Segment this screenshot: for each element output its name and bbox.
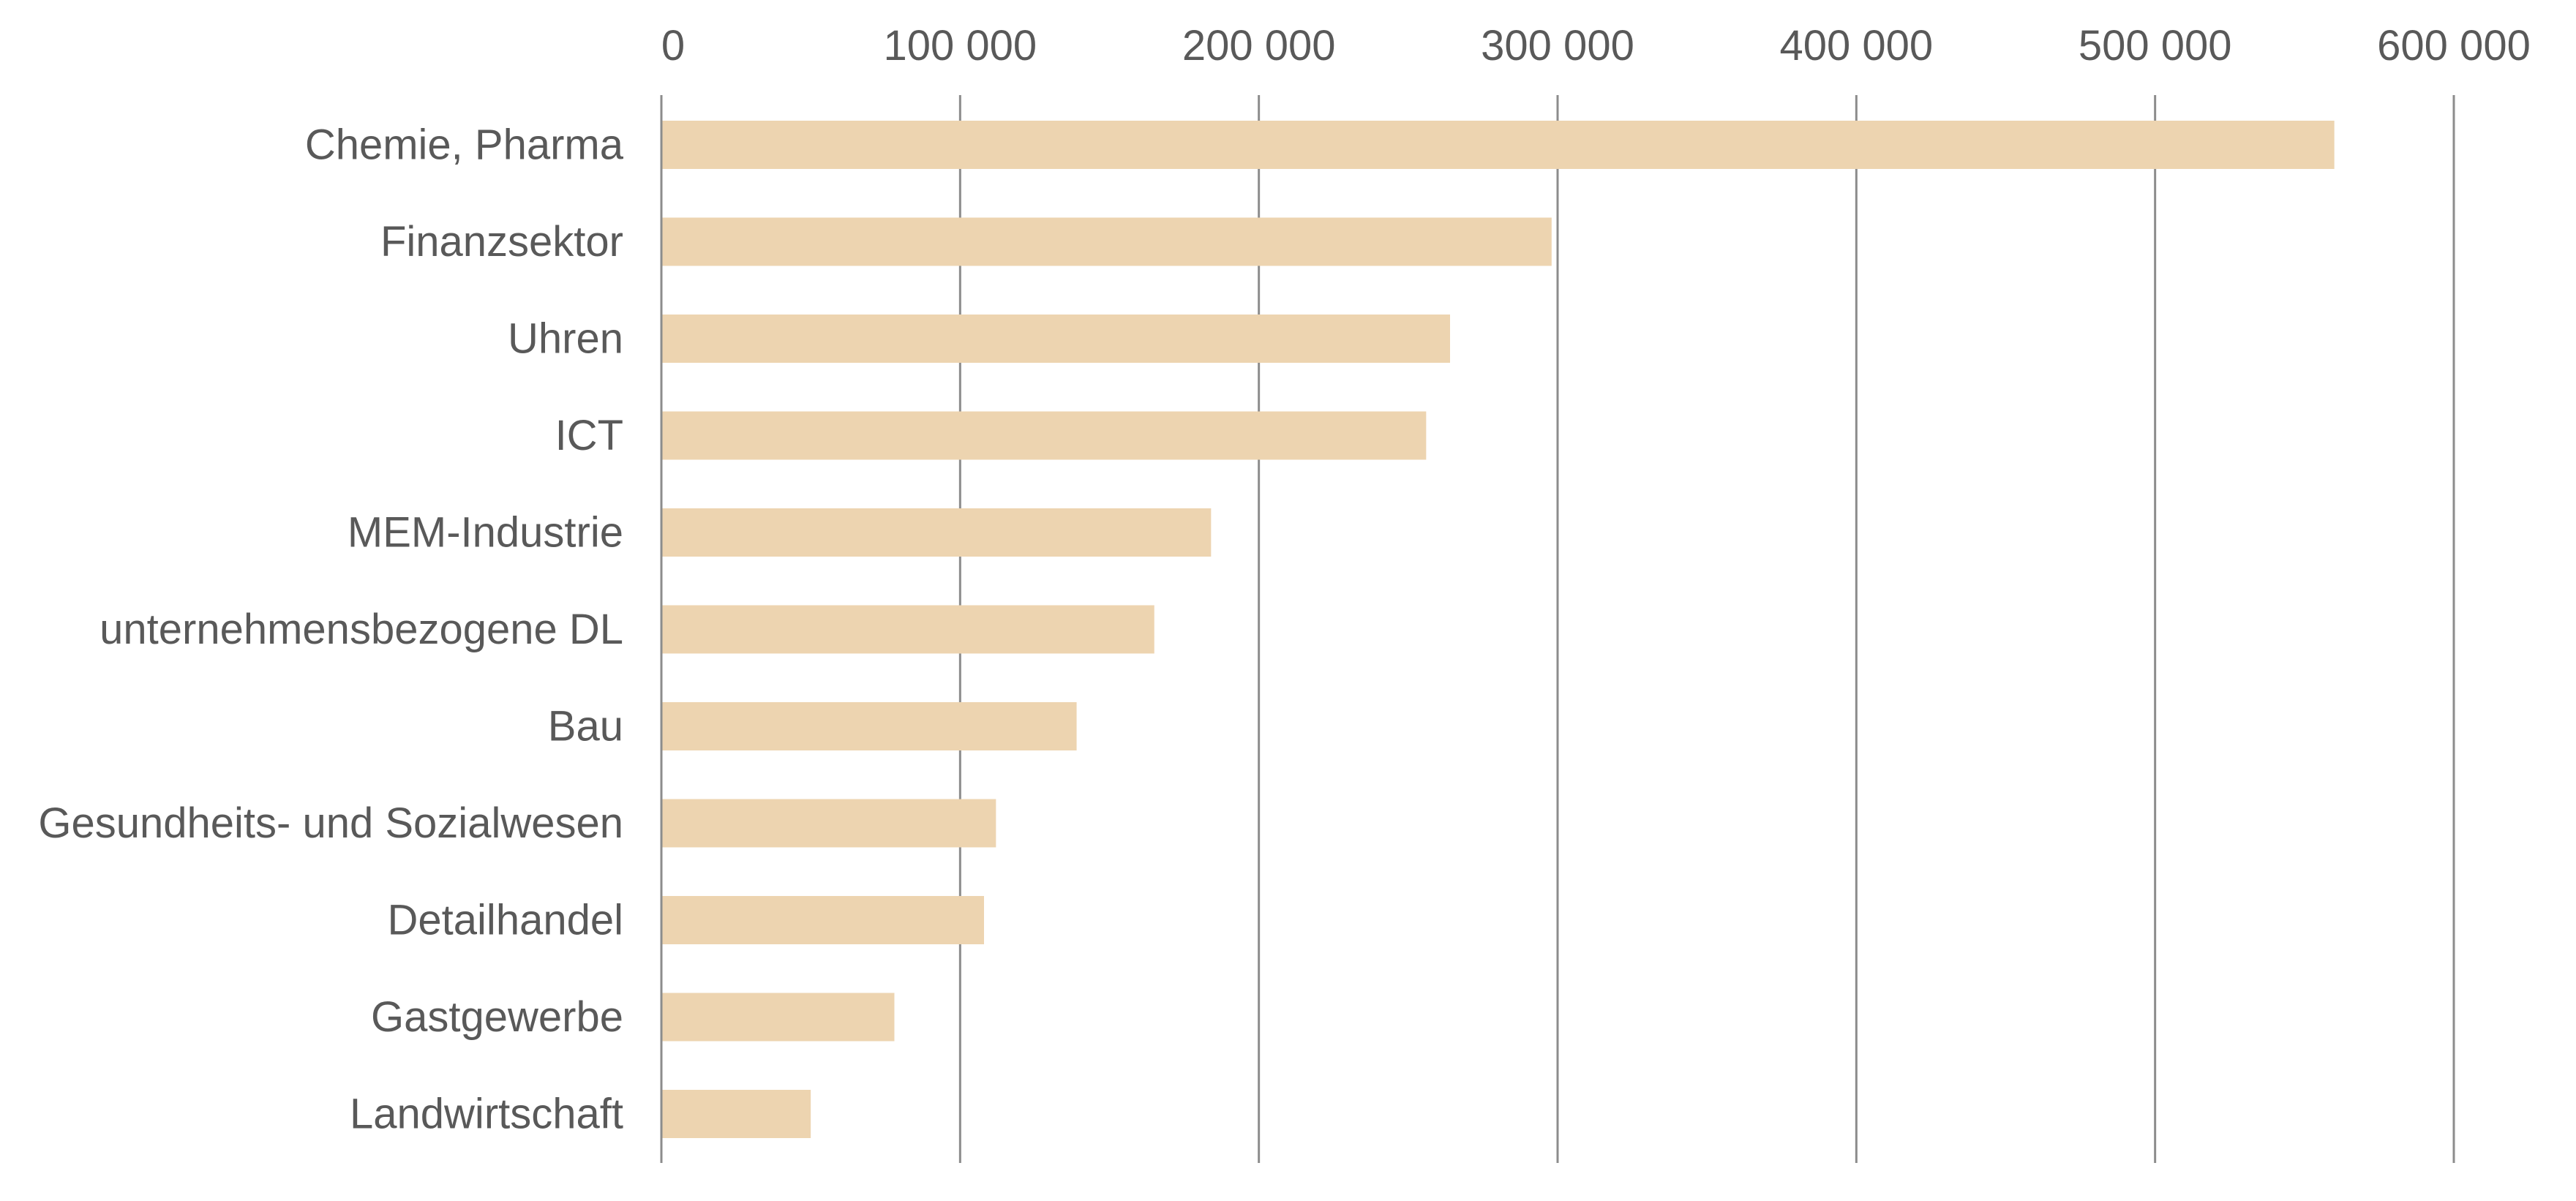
category-label-4: MEM-Industrie [348, 509, 623, 557]
bar-6 [661, 702, 1077, 750]
bar-1 [661, 217, 1552, 266]
bar-9 [661, 993, 895, 1042]
gridlines [660, 95, 2455, 1163]
category-label-5: unternehmensbezogene DL [99, 606, 623, 653]
x-tick-label-3: 300 000 [1481, 22, 1634, 69]
category-label-1: Finanzsektor [380, 218, 623, 266]
category-labels: Chemie, Pharma Finanzsektor Uhren ICT MEM-In… [38, 121, 623, 1138]
x-tick-label-2: 200 000 [1182, 22, 1336, 69]
x-tick-label-5: 500 000 [2079, 22, 2232, 69]
x-tick-label-0: 0 [661, 22, 685, 69]
bar-5 [661, 605, 1154, 654]
bar-10 [661, 1090, 811, 1138]
x-tick-label-6: 600 000 [2377, 22, 2531, 69]
bar-0 [661, 121, 2335, 169]
bar-3 [661, 411, 1427, 460]
x-axis-tick-labels: 0 100 000 200 000 300 000 400 000 500 000 600 … [661, 22, 2531, 69]
category-label-3: ICT [555, 412, 623, 459]
category-label-2: Uhren [508, 315, 623, 363]
category-label-0: Chemie, Pharma [305, 121, 624, 169]
bar-8 [661, 896, 984, 944]
category-label-9: Gastgewerbe [371, 993, 623, 1041]
category-label-10: Landwirtschaft [350, 1091, 623, 1138]
x-tick-label-4: 400 000 [1780, 22, 1934, 69]
bar-2 [661, 315, 1450, 363]
x-tick-label-1: 100 000 [884, 22, 1037, 69]
bar-7 [661, 799, 996, 848]
category-label-6: Bau [548, 703, 623, 750]
category-label-8: Detailhandel [388, 897, 623, 944]
bars [661, 121, 2335, 1138]
bar-4 [661, 508, 1212, 557]
category-label-7: Gesundheits- und Sozialwesen [38, 799, 623, 847]
